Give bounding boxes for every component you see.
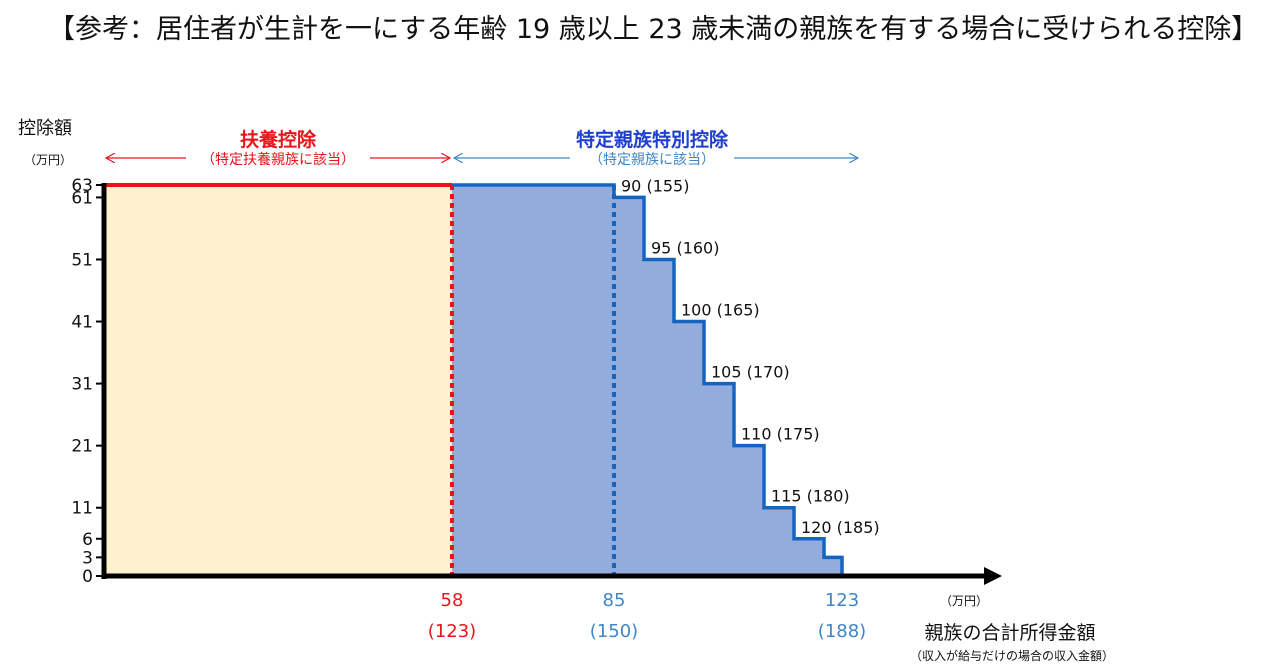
y-axis-unit: （万円） — [24, 153, 72, 167]
x-tick-sublabel: (188) — [818, 621, 866, 642]
deduction-step-line — [452, 183, 890, 578]
y-tick-label: 63 — [71, 176, 93, 196]
chart-heading: 【参考：居住者が生計を一にする年齢 19 歳以上 23 歳未満の親族を有する場合… — [48, 14, 1259, 45]
step-label: 100 (165) — [681, 301, 760, 320]
y-tick-label: 6 — [82, 530, 93, 550]
fuyo-note: （特定扶養親族に該当） — [201, 151, 355, 168]
fuyo-region — [104, 185, 452, 576]
y-tick-label: 11 — [71, 499, 93, 519]
tokutei-title: 特定親族特別控除 — [576, 128, 729, 151]
fuyo-note-bg — [186, 148, 370, 168]
y-axis-label: 控除額 — [18, 118, 72, 139]
tokutei-region — [452, 185, 842, 576]
fuyo-title: 扶養控除 — [240, 128, 317, 151]
x-tick-label: 85 — [603, 590, 626, 611]
step-label: 120 (185) — [801, 518, 880, 537]
x-tick-label: 58 — [441, 590, 464, 611]
step-label: 90 (155) — [621, 176, 689, 195]
x-tick-sublabel: (123) — [428, 621, 476, 642]
x-axis-sublabel: （収入が給与だけの場合の収入金額） — [910, 648, 1114, 663]
step-label: 115 (180) — [771, 487, 850, 506]
step-label: 95 (160) — [651, 238, 719, 257]
y-tick-label: 3 — [82, 548, 93, 568]
tokutei-note: （特定親族に該当） — [589, 152, 715, 168]
y-tick-label: 51 — [71, 250, 93, 270]
y-tick-label: 41 — [71, 313, 93, 333]
x-tick-label: 123 — [825, 590, 859, 611]
y-tick-label: 21 — [71, 437, 93, 457]
y-tick-label: 61 — [71, 188, 93, 208]
y-tick-label: 0 — [82, 567, 93, 587]
x-tick-sublabel: (150) — [590, 621, 638, 642]
x-axis-label: 親族の合計所得金額 — [924, 622, 1095, 644]
step-label: 110 (175) — [741, 425, 820, 444]
x-axis-unit: （万円） — [940, 594, 988, 608]
y-tick-label: 31 — [71, 375, 93, 395]
step-label: 105 (170) — [711, 363, 790, 382]
x-axis-arrow — [984, 567, 1002, 585]
tokutei-note-bg — [570, 148, 734, 168]
